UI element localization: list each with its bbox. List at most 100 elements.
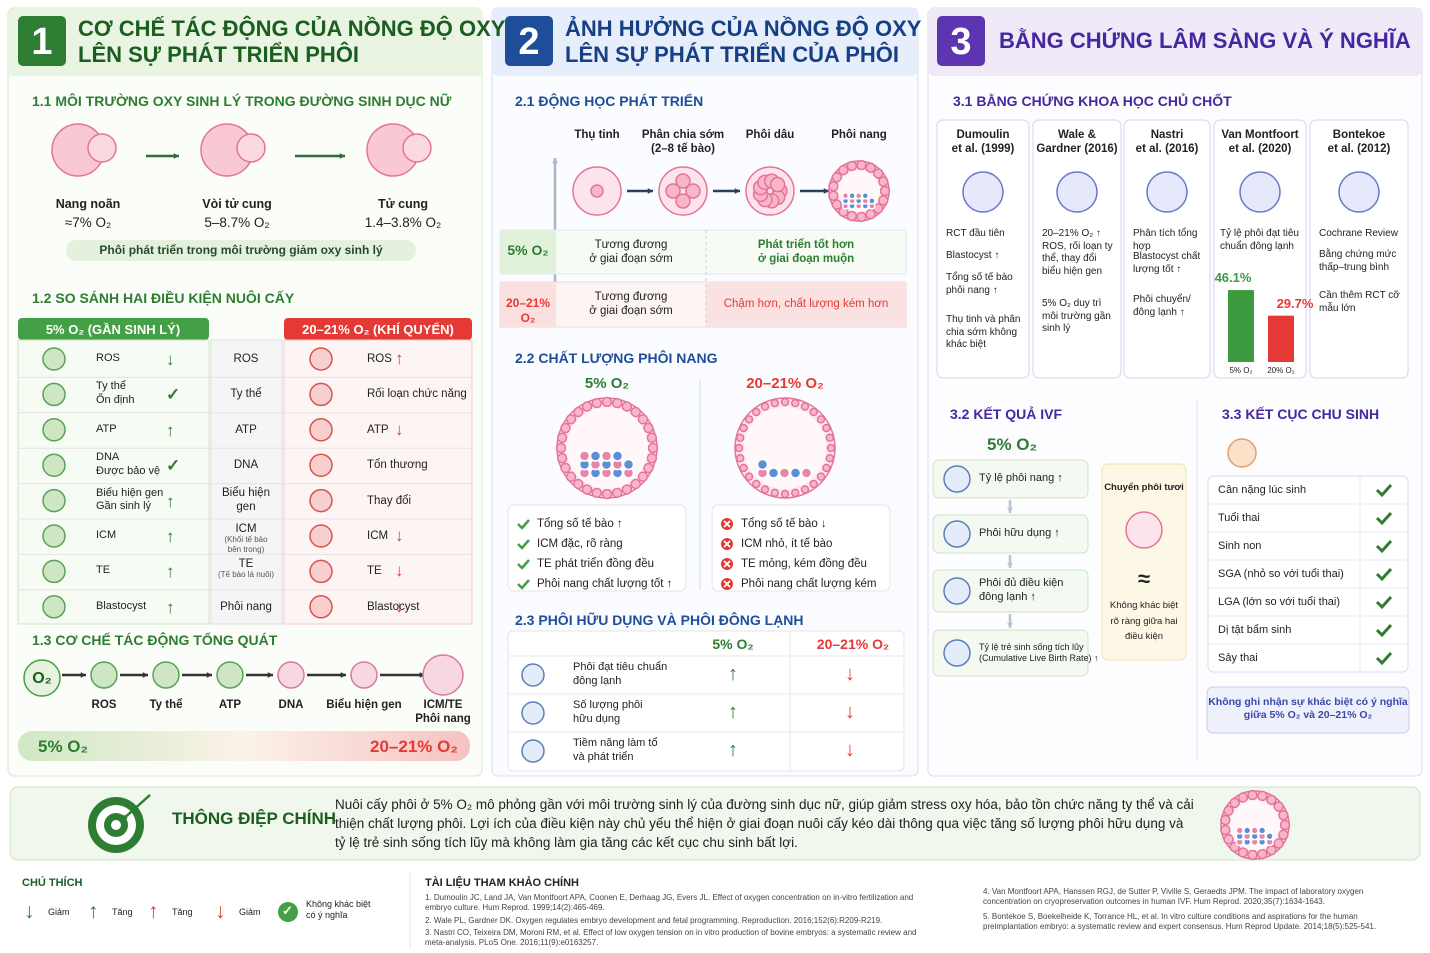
- cell: [1257, 848, 1268, 860]
- cell: [809, 479, 818, 489]
- legend-label: Không khác biệt có ý nghĩa: [306, 899, 371, 921]
- study-icon: [1338, 171, 1380, 213]
- cell: [831, 172, 843, 183]
- row-label: Phôi đạt tiêu chuẩn đông lạnh: [573, 661, 668, 687]
- cell-text: ATP: [367, 423, 389, 436]
- result-text: Phôi đủ điều kiện đông lạnh ↑: [979, 577, 1064, 603]
- icm-cell: [767, 467, 780, 479]
- row: [499, 229, 907, 275]
- study-item: Tỷ lệ phôi đạt tiêu chuẩn đông lạnh: [1220, 228, 1299, 252]
- result-text: Tỷ lệ phôi nang ↑: [979, 472, 1063, 484]
- cell: [790, 488, 800, 498]
- o2-icon: [23, 659, 61, 697]
- list-item: TE mỏng, kém đồng đều: [741, 558, 867, 570]
- stage-value: 5–8.7% O₂: [204, 215, 270, 230]
- row-icon: [309, 418, 333, 442]
- cell: [846, 160, 858, 172]
- cell: [1273, 801, 1284, 812]
- cell: [809, 407, 818, 417]
- cell: [825, 453, 835, 463]
- cell-text: DNA Được bảo vệ: [96, 451, 161, 477]
- legend-icon: [278, 902, 298, 922]
- cell-text: Ty thể Ổn định: [96, 380, 135, 407]
- cell: [838, 165, 849, 176]
- cell-mark: ✓: [166, 385, 181, 405]
- cell: [831, 199, 843, 210]
- cell: [744, 415, 754, 424]
- stage-value: ≈7% O₂: [64, 215, 112, 230]
- chain-icon: [216, 661, 244, 689]
- chain-icon: [422, 654, 464, 696]
- bar-label: 46.1%: [1214, 270, 1252, 286]
- row-icon: [42, 524, 66, 548]
- cell: [865, 209, 876, 220]
- cell: [1220, 814, 1231, 826]
- cell-mark: ↓: [395, 561, 404, 581]
- legend-symbol: ↑: [148, 900, 159, 923]
- check-icon: [1375, 595, 1393, 610]
- cell: [706, 282, 906, 327]
- cell-text: TE: [238, 558, 254, 571]
- outcome-list: [1207, 475, 1409, 673]
- icm-cell: [854, 192, 863, 200]
- row-icon: [42, 595, 66, 619]
- row-icon: [309, 453, 333, 477]
- bar-category: 5% O₂: [1229, 366, 1253, 375]
- section-title: 3.3 KẾT CỤC CHU SINH: [1222, 406, 1380, 422]
- chain-icon: [350, 661, 378, 689]
- cell: [1229, 797, 1240, 809]
- cell-mark: ↑: [395, 349, 404, 368]
- panel-title: BẰNG CHỨNG LÂM SÀNG VÀ Ý NGHĨA: [999, 28, 1411, 53]
- icm-cell: [778, 467, 791, 479]
- chain-label: Ty thể: [149, 699, 183, 711]
- cell: [555, 442, 567, 454]
- study-card: [936, 119, 1030, 379]
- row-icon: [309, 488, 333, 513]
- cell: [573, 406, 584, 418]
- legend-symbol: ↑: [88, 900, 99, 923]
- cell-text: Phát triển tốt hơn ở giai đoạn muộn: [757, 239, 855, 266]
- cell-mark: ↓: [395, 419, 404, 439]
- column: [283, 339, 473, 625]
- check-icon: [517, 539, 530, 550]
- cell-text: TE: [96, 564, 111, 577]
- note: Không ghi nhận sự khác biệt có ý nghĩa g…: [1208, 696, 1408, 722]
- cell: [744, 472, 754, 481]
- cell: [621, 484, 633, 495]
- cell-text: ATP: [96, 422, 117, 435]
- chain-label: ROS: [91, 699, 117, 711]
- reference: 4. Van Montfoort APA, Hanssen RGJ, de Su…: [983, 887, 1364, 906]
- cell: [646, 452, 658, 464]
- arrow-head: [823, 188, 829, 194]
- organ-icon: [236, 133, 266, 163]
- cell: [643, 422, 654, 434]
- stage-name: Thụ tinh: [574, 129, 620, 141]
- side-text: Không khác biệt rõ ràng giữa hai điều ki…: [1109, 600, 1179, 643]
- cell: [1237, 847, 1249, 858]
- cell-subtext: (Khối tế bào bên trong): [224, 535, 268, 554]
- panel-title: ẢNH HƯỞNG CỦA NỒNG ĐỘ OXY LÊN SỰ PHÁT TR…: [565, 16, 922, 68]
- cell: [822, 423, 831, 433]
- cell-mark: ↑: [166, 597, 175, 617]
- outcome-text: LGA (lớn so với tuổi thai): [1218, 596, 1341, 608]
- chain-icon: [90, 661, 118, 689]
- study-item: Blastocyst ↑: [946, 250, 1000, 261]
- chain-label: ICM/TE Phôi nang: [415, 699, 471, 726]
- cell: [825, 433, 835, 443]
- list-item: Phôi nang chất lượng tốt ↑: [537, 578, 673, 590]
- cell: [735, 433, 745, 443]
- cell-text: ROS: [367, 353, 392, 365]
- note-box: [1206, 686, 1410, 734]
- study-item: Tổng số tế bào phôi nang ↑: [946, 272, 1013, 296]
- list-item: ICM nhỏ, ít tế bào: [741, 538, 833, 550]
- outcome-text: Sảy thai: [1218, 652, 1258, 664]
- icm-cell: [1250, 826, 1259, 835]
- result-icon: [943, 520, 971, 548]
- result-box: [932, 459, 1089, 499]
- panel-number: 2: [518, 21, 540, 63]
- cell: [770, 398, 780, 408]
- stage-name: Phôi nang: [831, 129, 887, 141]
- arrow-head: [267, 672, 273, 678]
- cell: [822, 463, 831, 473]
- row-label: Số lượng phôi hữu dụng: [573, 699, 643, 725]
